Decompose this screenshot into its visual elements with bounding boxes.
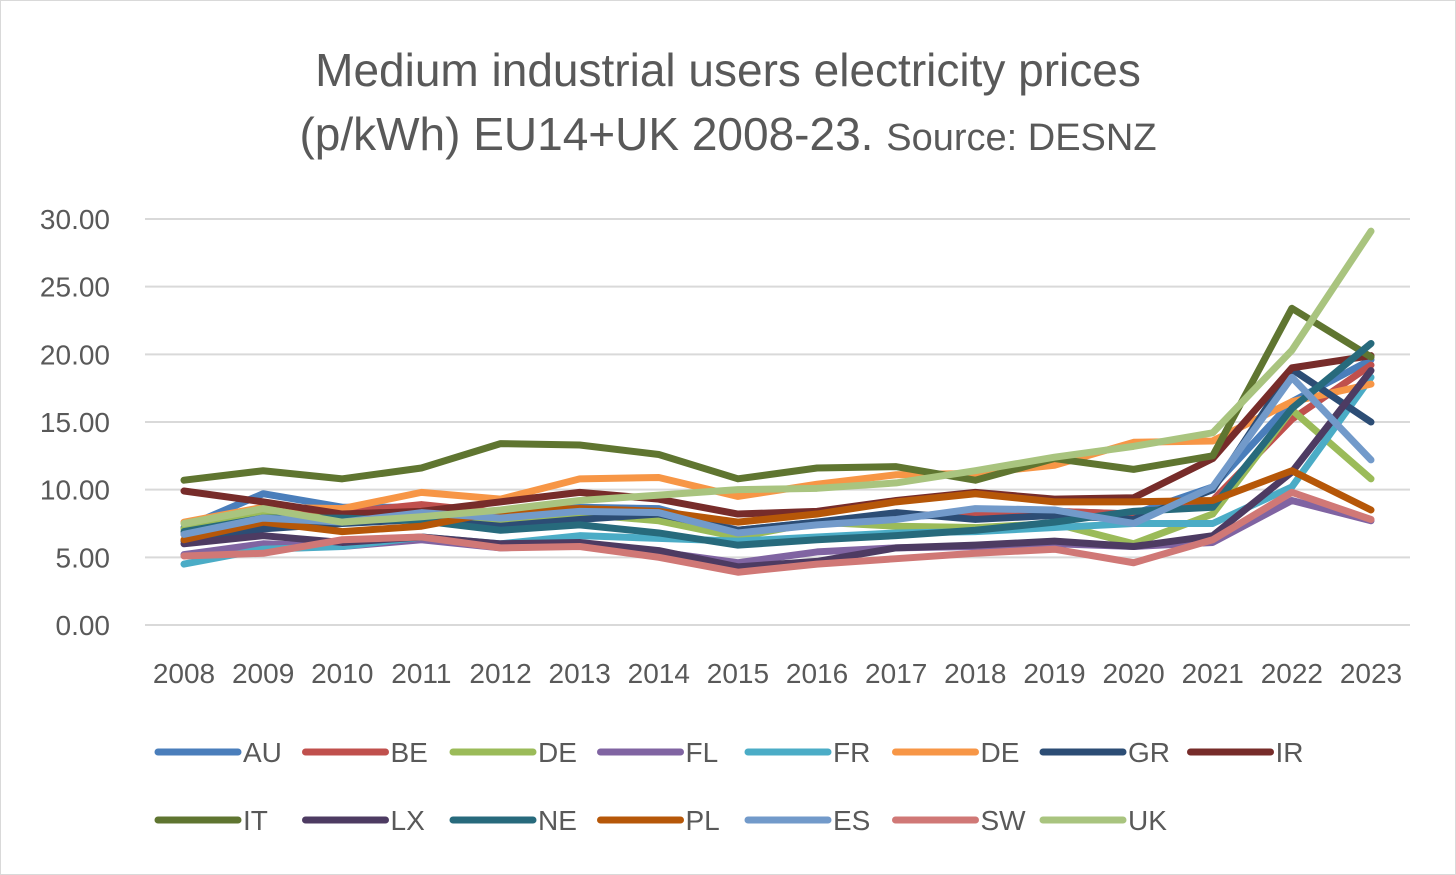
x-tick-label: 2010 [311,658,373,689]
legend-label-ir: IR [1276,737,1304,768]
y-tick-label: 15.00 [40,407,110,438]
chart-title-text: Medium industrial users electricity pric… [315,44,1141,96]
legend-label-uk: UK [1128,805,1167,836]
x-tick-label: 2017 [865,658,927,689]
x-tick-label: 2018 [944,658,1006,689]
x-tick-label: 2019 [1023,658,1085,689]
y-tick-label: 0.00 [56,610,111,641]
series-line-pl [180,467,1375,544]
x-tick-label: 2011 [391,658,451,689]
legend-label-fl: FL [686,737,719,768]
x-tick-label: 2023 [1340,658,1402,689]
legend-label-fr: FR [833,737,870,768]
chart-title-line: Medium industrial users electricity pric… [0,38,1456,102]
legend-label-pl: PL [686,805,720,836]
legend-label-es: ES [833,805,870,836]
x-tick-label: 2012 [469,658,531,689]
y-tick-label: 10.00 [40,475,110,506]
chart-title-text-2: (p/kWh) EU14+UK 2008-23. [299,108,887,160]
x-tick-label: 2021 [1182,658,1244,689]
chart-subtitle: Source: DESNZ [886,117,1157,159]
x-tick-label: 2014 [628,658,690,689]
x-tick-label: 2015 [707,658,769,689]
legend-label-au: AU [243,737,282,768]
chart-title: Medium industrial users electricity pric… [0,38,1456,170]
y-tick-label: 20.00 [40,339,110,370]
series-line-sw [180,488,1375,576]
series-line-ir [180,352,1375,518]
legend-label-de: DE [538,737,577,768]
legend-label-be: BE [391,737,428,768]
series-line-it [180,304,1375,484]
legend-label-gr: GR [1128,737,1170,768]
x-tick-label: 2022 [1261,658,1323,689]
series-line-uk [180,227,1375,527]
x-tick-label: 2016 [786,658,848,689]
legend-label-sw: SW [981,805,1027,836]
x-tick-label: 2013 [549,658,611,689]
x-tick-label: 2008 [153,658,215,689]
legend-label-ne: NE [538,805,577,836]
legend-label-it: IT [243,805,268,836]
legend-label-lx: LX [391,805,426,836]
y-tick-label: 25.00 [40,272,110,303]
y-tick-label: 5.00 [56,542,111,573]
y-tick-label: 30.00 [40,204,110,235]
legend-label-de: DE [981,737,1020,768]
x-tick-label: 2009 [232,658,294,689]
x-tick-label: 2020 [1102,658,1164,689]
